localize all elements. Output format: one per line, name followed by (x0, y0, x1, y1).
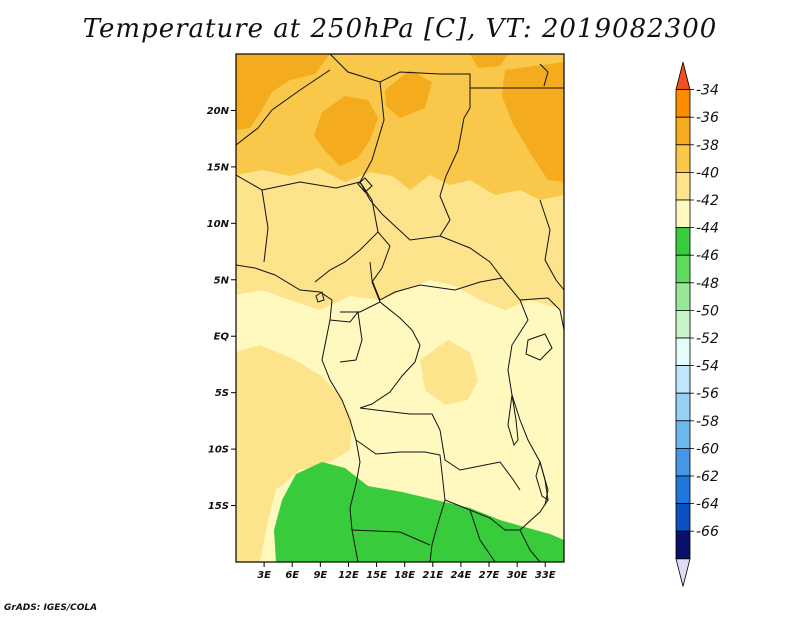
field-patch-36-38-center (314, 96, 378, 166)
field-patch-36-38-top (470, 54, 508, 68)
colorbar-segment (675, 503, 691, 532)
lat-tick-label: 15S (208, 501, 229, 512)
colorbar-segment (675, 337, 691, 367)
colorbar-level-label: -54 (696, 359, 719, 375)
colorbar-level-label: -52 (696, 331, 719, 347)
colorbar-level-label: -36 (696, 110, 719, 126)
colorbar-level-label: -48 (696, 276, 719, 292)
border-south-3 (519, 529, 541, 562)
lat-tick-label: 10N (207, 219, 230, 230)
colorbar-level-label: -56 (696, 386, 719, 402)
colorbar-segment (675, 144, 691, 173)
field-patch-36-38-nw (236, 54, 330, 130)
border-east-1 (539, 199, 564, 291)
colorbar-level-label: -40 (696, 165, 719, 181)
longitude-axis: 3E 6E 9E 12E 15E 18E 21E 24E 27E 30E 33E (257, 562, 556, 581)
border-cameroon (340, 231, 391, 313)
lat-tick-label: 20N (207, 106, 230, 117)
lon-tick-label: 15E (366, 570, 387, 581)
colorbar-segment (675, 116, 691, 146)
lon-tick-label: 3E (257, 570, 271, 581)
lake-malawi (535, 460, 549, 502)
lon-tick-label: 21E (422, 570, 443, 581)
country-borders (236, 54, 564, 562)
colorbar-level-label: -60 (696, 441, 719, 457)
colorbar-level-label: -46 (696, 248, 719, 264)
temperature-field (236, 54, 564, 562)
border-south-1 (351, 529, 431, 546)
colorbar-segment (675, 199, 691, 229)
map-title: Temperature at 250hPa [C], VT: 201908230… (82, 14, 718, 44)
colorbar-level-label: -50 (696, 303, 719, 319)
border-drc (359, 301, 521, 491)
field-band-44-46 (274, 462, 564, 562)
border-niger (236, 174, 269, 263)
lake-victoria (525, 333, 553, 361)
colorbar-segment (675, 392, 691, 422)
colorbar-bottom-triangle (675, 558, 691, 587)
border-chad-east (439, 117, 465, 237)
field-band-38-40-north (236, 54, 564, 200)
lon-tick-label: 33E (535, 570, 556, 581)
colorbar-segment (675, 365, 691, 394)
lon-tick-label: 12E (338, 570, 359, 581)
latitude-axis: 20N 15N 10N 5N EQ 5S 10S 15S (207, 106, 236, 512)
colorbar-segment (675, 475, 691, 505)
border-nigeria (261, 181, 379, 283)
colorbar-level-label: -66 (696, 524, 719, 540)
colorbar-segment (675, 420, 691, 449)
colorbar-segment (675, 227, 691, 256)
lon-tick-label: 9E (313, 570, 327, 581)
lat-tick-label: 5N (214, 275, 230, 286)
border-car (369, 213, 503, 301)
lat-tick-label: EQ (214, 332, 230, 343)
lat-tick-label: 5S (215, 388, 229, 399)
colorbar-level-label: -38 (696, 138, 719, 154)
border-uganda (519, 297, 564, 331)
colorbar-level-label: -44 (696, 221, 719, 237)
colorbar-segment (675, 254, 691, 284)
map-frame (235, 53, 565, 563)
lon-tick-label: 6E (285, 570, 299, 581)
lat-tick-label: 15N (207, 162, 230, 173)
colorbar-level-label: -42 (696, 193, 719, 209)
colorbar-top-triangle (675, 61, 691, 90)
border-angola (355, 439, 446, 562)
colorbar-segment (675, 447, 691, 477)
border-south-2 (469, 509, 496, 562)
colorbar-level-label: -62 (696, 469, 719, 485)
lon-tick-label: 27E (479, 570, 500, 581)
grads-credit: GrADS: IGES/COLA (4, 603, 98, 613)
lon-tick-label: 30E (507, 570, 528, 581)
colorbar: -34 -36 -38 -40 -42 -44 -46 -48 -50 -52 -54 -56 -58 -… (675, 61, 719, 587)
colorbar-level-label: -34 (696, 83, 719, 99)
coastline-east-fragment (539, 63, 549, 87)
colorbar-level-label: -64 (696, 497, 719, 513)
lake-chad (357, 177, 373, 193)
lon-tick-label: 24E (451, 570, 472, 581)
coastline-west (236, 264, 361, 562)
colorbar-segment (675, 171, 691, 201)
lake-tanganyika (507, 394, 519, 447)
colorbar-segment (675, 282, 691, 311)
colorbar-segment (675, 89, 691, 118)
colorbar-level-label: -58 (696, 414, 719, 430)
border-north-1 (329, 54, 471, 119)
lon-tick-label: 18E (394, 570, 415, 581)
field-patch-36-38-ne (502, 62, 564, 182)
colorbar-segment (675, 530, 691, 560)
field-patch-40-42-central (420, 340, 478, 405)
field-patch-36-38-north (385, 70, 432, 118)
border-north-2 (236, 69, 331, 146)
field-band-40-42-southwest (236, 345, 352, 562)
coastline-southwest-island (315, 291, 325, 303)
border-gabon (329, 310, 363, 363)
colorbar-segment (675, 309, 691, 339)
lat-tick-label: 10S (208, 445, 229, 456)
